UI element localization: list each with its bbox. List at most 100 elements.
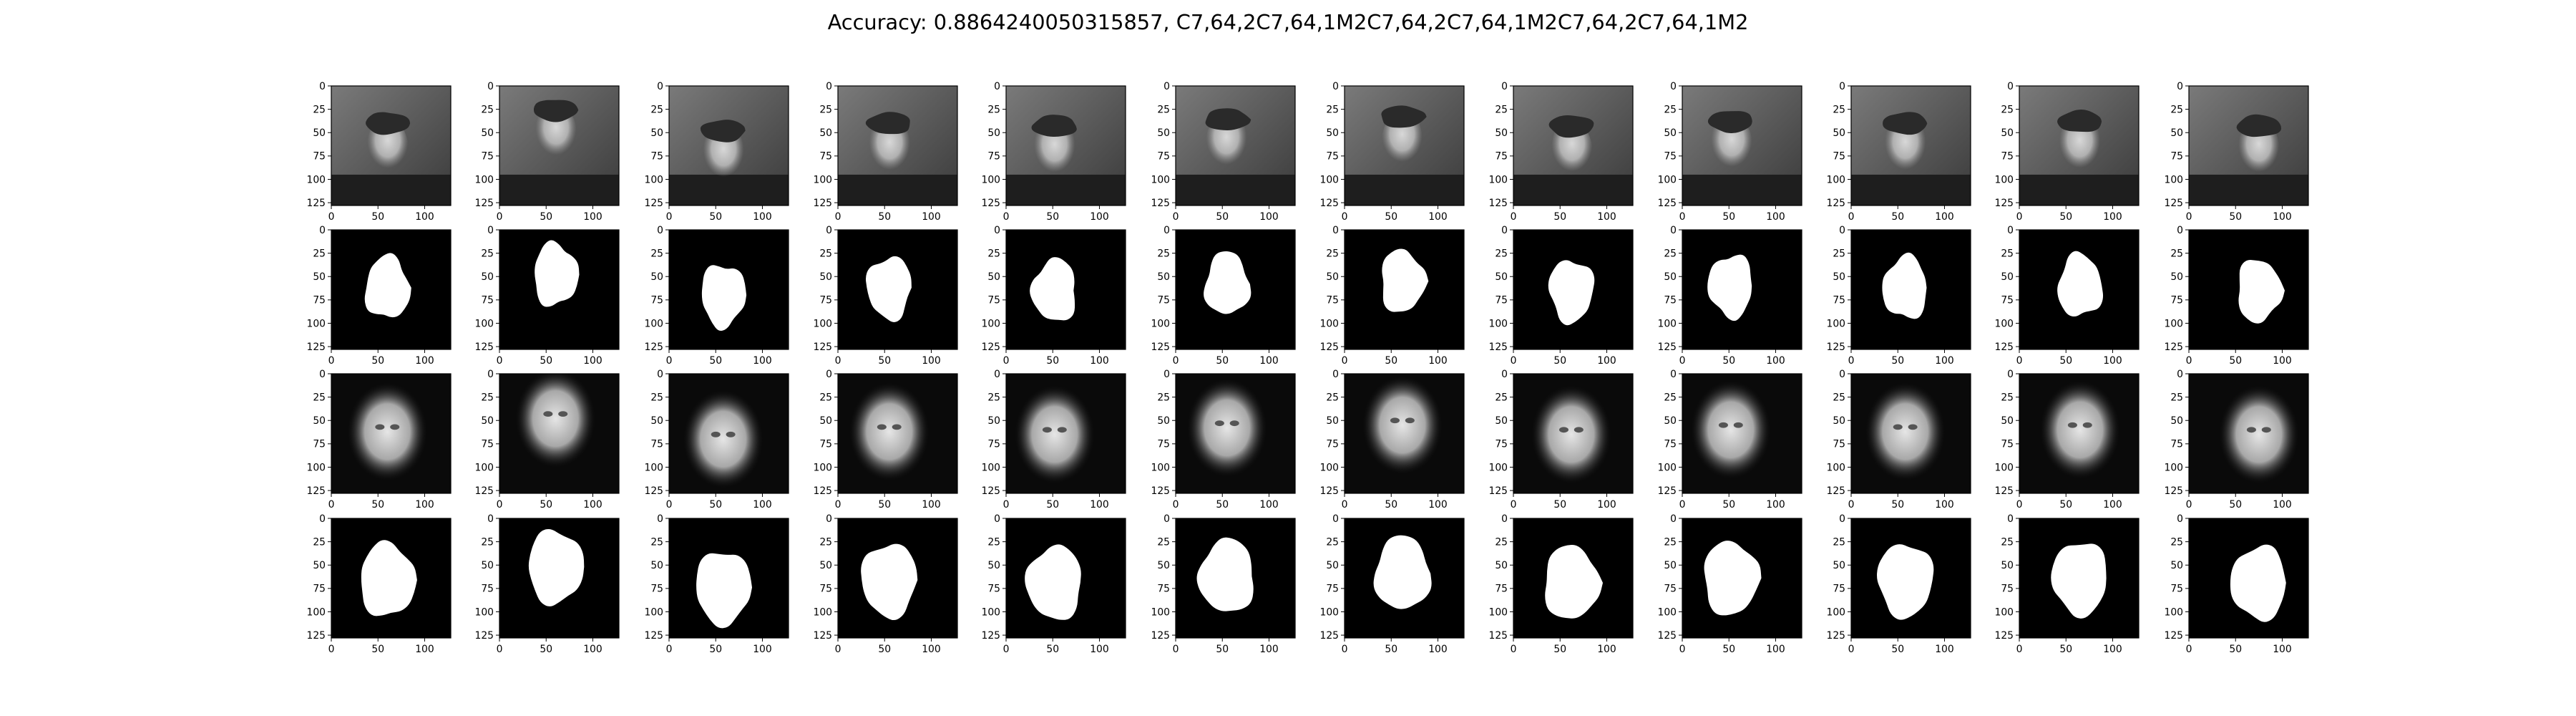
y-tick-label: 0 — [994, 513, 1000, 525]
y-tick-label: 75 — [2170, 295, 2183, 306]
y-tick-label: 25 — [987, 392, 1000, 403]
x-tick-label: 100 — [1259, 644, 1279, 655]
x-tick-label: 0 — [1342, 499, 1348, 511]
y-tick-label: 25 — [2001, 392, 2014, 403]
y-tick-label: 100 — [644, 318, 663, 329]
y-tick-label: 100 — [644, 174, 663, 185]
x-tick-label: 0 — [835, 644, 841, 655]
x-tick-label: 0 — [1173, 499, 1179, 511]
y-tick-label: 25 — [650, 248, 663, 259]
y-tick-label: 100 — [1488, 318, 1508, 329]
x-tick-label: 50 — [540, 499, 552, 511]
x-tick-label: 50 — [878, 499, 891, 511]
y-tick-label: 0 — [2177, 369, 2183, 380]
y-tick-label: 25 — [2170, 248, 2183, 259]
x-tick-label: 50 — [1553, 499, 1566, 511]
y-tick-label: 125 — [2164, 342, 2183, 353]
y-tick-label: 25 — [2170, 392, 2183, 403]
y-tick-label: 75 — [481, 584, 494, 595]
y-tick-label: 0 — [319, 225, 326, 236]
y-tick-label: 75 — [313, 295, 326, 306]
y-tick-label: 50 — [1495, 560, 1508, 571]
y-tick-label: 25 — [313, 104, 326, 115]
y-tick-label: 0 — [994, 81, 1000, 92]
y-tick-label: 0 — [1670, 369, 1677, 380]
y-tick-label: 75 — [1833, 295, 1845, 306]
y-tick-label: 125 — [1657, 630, 1677, 642]
y-tick-label: 50 — [481, 271, 494, 283]
y-tick-label: 50 — [2170, 271, 2183, 283]
x-tick-label: 100 — [1090, 644, 1109, 655]
y-tick-label: 0 — [994, 369, 1000, 380]
x-tick-label: 0 — [1848, 644, 1855, 655]
y-tick-label: 125 — [1994, 485, 2014, 497]
x-tick-label: 100 — [753, 211, 772, 223]
x-tick-label: 100 — [1259, 355, 1279, 367]
x-tick-label: 50 — [371, 644, 384, 655]
y-tick-label: 125 — [1826, 198, 1845, 209]
y-tick-label: 125 — [981, 342, 1000, 353]
y-tick-label: 0 — [1839, 513, 1845, 525]
y-tick-label: 25 — [481, 104, 494, 115]
y-tick-label: 25 — [481, 248, 494, 259]
x-tick-label: 50 — [1722, 211, 1735, 223]
y-tick-label: 25 — [987, 248, 1000, 259]
y-tick-label: 75 — [481, 151, 494, 163]
y-tick-label: 50 — [1833, 271, 1845, 283]
y-tick-label: 100 — [1488, 174, 1508, 185]
y-tick-label: 75 — [819, 439, 832, 450]
x-tick-label: 0 — [666, 211, 673, 223]
x-tick-label: 50 — [2229, 355, 2242, 367]
y-tick-label: 75 — [650, 295, 663, 306]
x-tick-label: 100 — [1259, 211, 1279, 223]
y-tick-label: 100 — [981, 606, 1000, 618]
y-tick-label: 75 — [1495, 295, 1508, 306]
y-tick-label: 75 — [1495, 584, 1508, 595]
y-tick-label: 100 — [1826, 462, 1845, 473]
x-tick-label: 0 — [497, 355, 503, 367]
x-tick-label: 50 — [540, 644, 552, 655]
x-tick-label: 50 — [540, 355, 552, 367]
x-tick-label: 0 — [497, 499, 503, 511]
y-tick-label: 0 — [826, 81, 832, 92]
x-tick-label: 100 — [1090, 211, 1109, 223]
y-tick-label: 75 — [819, 151, 832, 163]
y-tick-label: 0 — [657, 225, 663, 236]
y-tick-label: 125 — [981, 198, 1000, 209]
y-tick-label: 50 — [1326, 271, 1339, 283]
x-tick-label: 50 — [1385, 644, 1397, 655]
x-tick-label: 100 — [922, 644, 941, 655]
y-tick-label: 100 — [306, 174, 326, 185]
x-tick-label: 50 — [709, 211, 722, 223]
x-tick-label: 100 — [2273, 644, 2292, 655]
y-tick-label: 25 — [1157, 392, 1170, 403]
x-tick-label: 0 — [497, 211, 503, 223]
x-tick-label: 100 — [922, 355, 941, 367]
x-tick-label: 0 — [2016, 644, 2023, 655]
x-tick-label: 50 — [1891, 355, 1904, 367]
y-tick-label: 0 — [1501, 513, 1508, 525]
x-tick-label: 100 — [1090, 499, 1109, 511]
y-tick-label: 125 — [644, 342, 663, 353]
y-tick-label: 100 — [474, 606, 494, 618]
y-tick-label: 50 — [650, 415, 663, 427]
x-tick-label: 50 — [2229, 644, 2242, 655]
y-tick-label: 125 — [1488, 198, 1508, 209]
y-tick-label: 75 — [2001, 151, 2014, 163]
x-tick-label: 100 — [415, 355, 434, 367]
y-tick-label: 100 — [1151, 318, 1170, 329]
y-tick-label: 75 — [1157, 584, 1170, 595]
y-tick-label: 25 — [987, 104, 1000, 115]
y-tick-label: 75 — [1326, 295, 1339, 306]
y-tick-label: 100 — [2164, 606, 2183, 618]
y-tick-label: 125 — [474, 485, 494, 497]
y-tick-label: 0 — [2007, 81, 2014, 92]
